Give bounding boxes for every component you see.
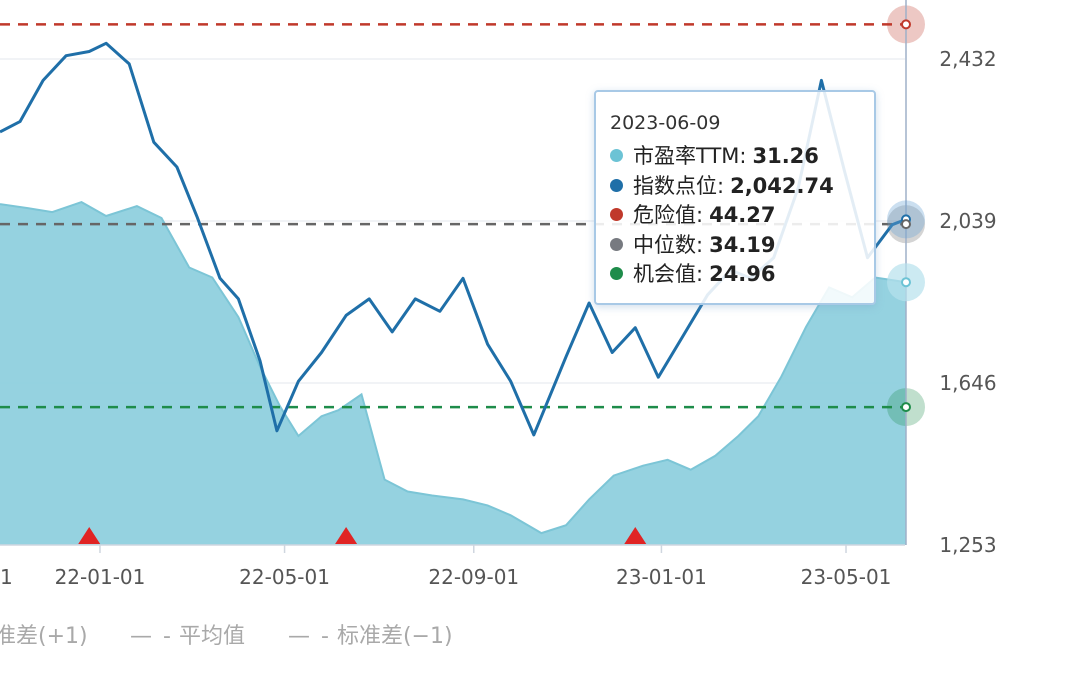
tooltip-dot-icon <box>610 207 623 221</box>
x-tick-label: 22-09-01 <box>428 565 519 589</box>
x-tick-label: 23-01-01 <box>616 565 707 589</box>
tooltip: 2023-06-09 市盈率TTM: 31.26 指数点位: 2,042.74 危险… <box>594 90 876 305</box>
tooltip-label: 中位数: <box>633 233 704 257</box>
cursor-layer <box>887 0 925 545</box>
dash-line-icon: — - <box>130 624 173 649</box>
legend-label-std-plus: 准差(+1) <box>0 624 88 649</box>
pe-area <box>0 202 906 545</box>
tooltip-label: 市盈率TTM: <box>633 144 747 168</box>
pe-end-point <box>901 277 911 288</box>
legend-label-mean: 平均值 <box>178 624 245 649</box>
axes: 1,253 1,646 2,039 2,432 1 22-01-01 22-05-01 22-… <box>0 47 997 589</box>
tooltip-row-pe: 市盈率TTM: 31.26 <box>610 140 819 170</box>
tooltip-dot-icon <box>610 148 623 162</box>
tooltip-label: 指数点位: <box>633 174 725 198</box>
tooltip-row-danger: 危险值: 44.27 <box>610 199 776 229</box>
tooltip-dot-icon <box>610 178 623 192</box>
legend-item-mean[interactable]: — - 平均值 <box>130 618 245 650</box>
legend-item-std-minus[interactable]: — - 标准差(−1) <box>288 618 453 650</box>
tooltip-value: 2,042.74 <box>730 174 834 198</box>
tooltip-dot-icon <box>610 237 623 251</box>
pe-line <box>0 201 907 535</box>
tooltip-dot-icon <box>610 266 623 280</box>
tooltip-value: 34.19 <box>709 233 776 257</box>
reference-end-point <box>901 219 911 230</box>
y-tick-label: 2,432 <box>939 47 996 71</box>
triangle-markers <box>78 527 647 544</box>
y-tick-label: 1,646 <box>939 371 996 395</box>
reference-end-point <box>901 402 911 413</box>
tooltip-value: 31.26 <box>752 144 819 168</box>
tooltip-row-opportunity: 机会值: 24.96 <box>610 258 776 288</box>
tooltip-row-index: 指数点位: 2,042.74 <box>610 170 834 200</box>
tooltip-label: 机会值: <box>633 262 704 286</box>
tooltip-label: 危险值: <box>633 203 704 227</box>
x-tick-label: 22-05-01 <box>239 565 330 589</box>
y-tick-label: 1,253 <box>939 533 996 557</box>
x-tick-label: 1 <box>0 565 13 589</box>
triangle-marker[interactable] <box>624 527 647 544</box>
x-tick-label: 22-01-01 <box>55 565 146 589</box>
tooltip-value: 24.96 <box>709 262 776 286</box>
x-tick-label: 23-05-01 <box>801 565 892 589</box>
legend-label-std-minus: 标准差(−1) <box>336 624 453 649</box>
triangle-marker[interactable] <box>78 527 101 544</box>
tooltip-date: 2023-06-09 <box>610 112 721 134</box>
triangle-marker[interactable] <box>335 527 358 544</box>
dash-line-icon: — - <box>288 624 331 649</box>
tooltip-row-median: 中位数: 34.19 <box>610 229 776 259</box>
reference-end-point <box>901 19 911 30</box>
tooltip-value: 44.27 <box>709 203 776 227</box>
y-tick-label: 2,039 <box>939 209 996 233</box>
legend-item-std-plus[interactable]: 准差(+1) <box>0 618 88 650</box>
pe-area-layer <box>0 201 907 545</box>
